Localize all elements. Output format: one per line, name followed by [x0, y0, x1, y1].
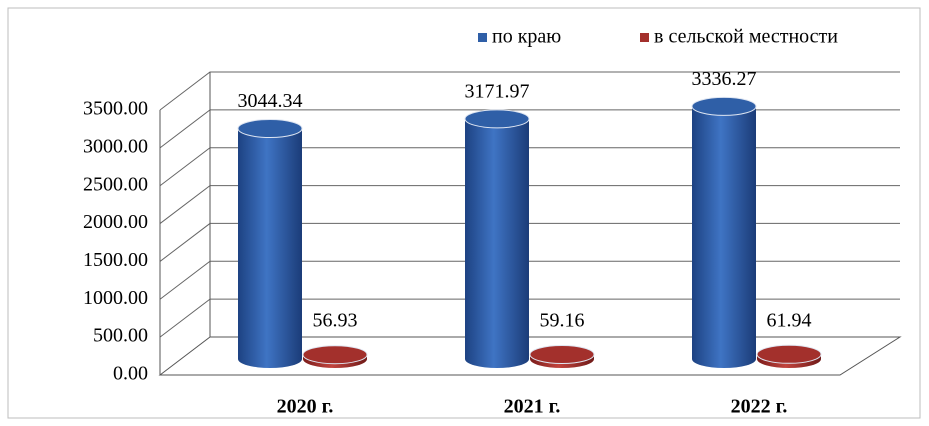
x-tick-label: 2022 г.: [731, 396, 788, 418]
legend-swatch: [478, 33, 487, 42]
x-tick-label: 2020 г.: [277, 396, 334, 418]
bar: [465, 118, 529, 369]
floor: [158, 336, 902, 376]
y-tick-label: 0.00: [113, 363, 148, 385]
value-label: 3336.27: [692, 68, 757, 90]
y-tick-label: 3500.00: [83, 98, 148, 120]
bar-top: [756, 344, 822, 364]
value-label: 3171.97: [465, 80, 530, 102]
bar: [692, 106, 756, 368]
bar-top: [691, 96, 757, 116]
value-label: 56.93: [313, 310, 358, 332]
bar-top: [464, 109, 530, 129]
chart-border: [7, 7, 921, 419]
legend-label: по краю: [492, 26, 561, 48]
bar-top: [529, 345, 595, 365]
legend-swatch: [640, 33, 649, 42]
bar: [238, 128, 302, 368]
x-tick-label: 2021 г.: [504, 396, 561, 418]
y-tick-label: 3000.00: [83, 135, 148, 157]
value-label: 61.94: [767, 310, 812, 332]
y-tick-label: 2000.00: [83, 211, 148, 233]
y-tick-label: 1000.00: [83, 287, 148, 309]
y-tick-label: 500.00: [93, 325, 148, 347]
y-tick-label: 2500.00: [83, 173, 148, 195]
value-label: 3044.34: [238, 90, 303, 112]
y-tick-label: 1500.00: [83, 249, 148, 271]
value-label: 59.16: [540, 310, 585, 332]
bar-top: [302, 345, 368, 365]
legend-label: в сельской местности: [654, 26, 838, 48]
bar-top: [237, 118, 303, 138]
